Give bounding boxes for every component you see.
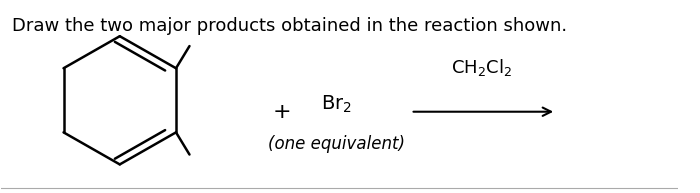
Text: Br$_2$: Br$_2$: [321, 93, 351, 115]
Text: +: +: [273, 102, 291, 122]
Text: Draw the two major products obtained in the reaction shown.: Draw the two major products obtained in …: [11, 17, 567, 35]
Text: CH$_2$Cl$_2$: CH$_2$Cl$_2$: [451, 58, 512, 79]
Text: (one equivalent): (one equivalent): [267, 135, 405, 153]
